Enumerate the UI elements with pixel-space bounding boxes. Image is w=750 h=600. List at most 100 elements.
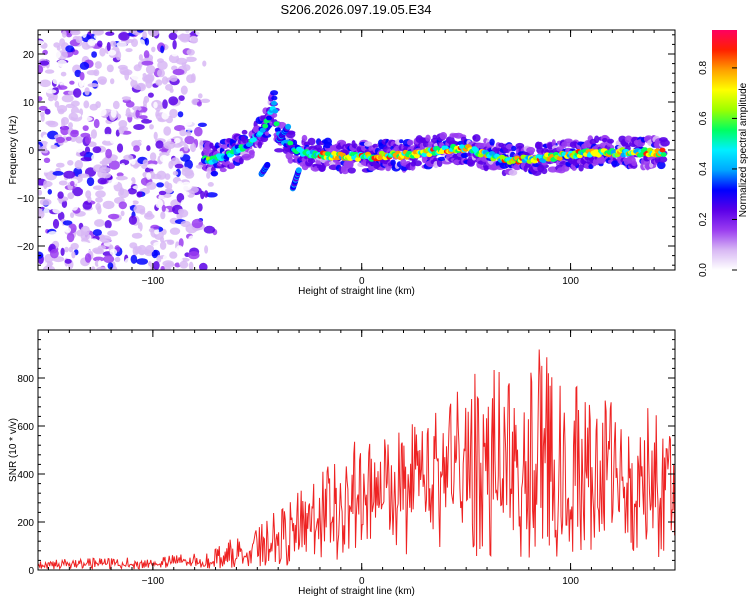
- noise-blob: [116, 175, 128, 181]
- noise-blob: [43, 207, 50, 216]
- noise-blob: [130, 71, 143, 81]
- noise-blob: [172, 170, 179, 176]
- colorbar-tick-label: 0.4: [698, 162, 709, 176]
- noise-blob: [79, 71, 85, 81]
- snr-panel: −100 0 100 0 200 400 600 800 Height of straight …: [8, 329, 676, 597]
- track-halo: [508, 169, 518, 176]
- noise-blob: [74, 143, 85, 153]
- noise-blob: [105, 31, 115, 36]
- noise-blob: [146, 172, 152, 180]
- noise-blob: [52, 218, 60, 229]
- noise-blob: [199, 139, 204, 150]
- noise-blob: [38, 209, 45, 220]
- noise-blob: [164, 212, 170, 218]
- track-halo: [436, 159, 443, 167]
- noise-blob: [173, 30, 179, 33]
- noise-blob: [180, 85, 188, 95]
- track-halo: [210, 170, 219, 177]
- plot-frame: [37, 329, 676, 571]
- noise-blob: [132, 106, 142, 112]
- y-tick-label: 0: [28, 566, 34, 577]
- track-halo: [551, 139, 556, 147]
- track-cell: [271, 100, 277, 106]
- noise-blob: [128, 215, 137, 225]
- track-halo: [292, 139, 298, 146]
- track-halo: [271, 95, 278, 101]
- noise-blob: [184, 135, 195, 145]
- noise-blob: [63, 170, 76, 179]
- noise-blob: [206, 171, 211, 179]
- noise-blob: [89, 103, 99, 111]
- noise-blob: [64, 258, 72, 264]
- noise-blob: [164, 188, 173, 193]
- noise-blob: [99, 167, 111, 173]
- noise-blob: [143, 50, 150, 59]
- track-halo: [399, 139, 404, 144]
- noise-blob: [104, 220, 112, 229]
- noise-blob: [40, 163, 52, 173]
- noise-blob: [74, 160, 84, 170]
- noise-blob: [60, 125, 70, 136]
- noise-blob: [133, 246, 142, 251]
- noise-blob: [175, 57, 188, 65]
- noise-blob: [127, 265, 132, 270]
- track-halo: [241, 129, 248, 135]
- noise-blob: [95, 197, 103, 203]
- noise-blob: [49, 144, 58, 149]
- noise-blob: [171, 51, 179, 57]
- noise-blob: [66, 232, 75, 243]
- track-halo: [541, 167, 548, 175]
- noise-blob: [97, 260, 102, 267]
- noise-blob: [88, 99, 96, 104]
- noise-blob: [109, 40, 117, 47]
- noise-blob: [159, 152, 170, 157]
- noise-blob: [133, 124, 145, 130]
- chart-title: S206.2026.097.19.05.E34: [280, 2, 431, 17]
- track-branch: [264, 161, 271, 168]
- noise-blob: [108, 160, 120, 170]
- noise-blob: [67, 192, 75, 200]
- noise-blob: [121, 165, 134, 175]
- noise-blob: [145, 245, 155, 254]
- noise-blob: [55, 68, 61, 76]
- track-cell: [266, 115, 272, 121]
- noise-blob: [163, 193, 172, 199]
- noise-blob: [84, 87, 90, 96]
- track-cell: [556, 156, 563, 161]
- noise-blob: [135, 109, 140, 119]
- noise-blob: [125, 112, 136, 118]
- noise-blob: [64, 227, 72, 233]
- noise-blob: [38, 105, 48, 111]
- noise-blob: [136, 258, 149, 265]
- noise-blob: [65, 136, 72, 141]
- noise-blob: [125, 48, 133, 53]
- noise-blob: [149, 124, 154, 130]
- noise-blob: [92, 30, 104, 36]
- noise-blob: [108, 49, 117, 56]
- noise-blob: [124, 258, 133, 265]
- noise-blob: [118, 201, 128, 210]
- noise-blob: [130, 158, 136, 165]
- noise-blob: [133, 64, 142, 72]
- track-cell: [413, 153, 420, 159]
- noise-blob: [186, 190, 195, 198]
- noise-blob: [61, 94, 74, 103]
- track-halo: [287, 157, 294, 164]
- track-cell: [273, 121, 280, 127]
- noise-blob: [70, 201, 79, 211]
- noise-blob: [70, 130, 79, 138]
- track-cell: [259, 127, 266, 133]
- noise-blob: [169, 227, 181, 235]
- track-cell: [287, 140, 294, 146]
- noise-blob: [152, 261, 160, 270]
- noise-blob: [161, 204, 166, 213]
- noise-blob: [93, 69, 100, 77]
- colorbar-tick-label: 0.0: [698, 263, 709, 277]
- noise-blob: [60, 247, 65, 256]
- noise-blob: [70, 30, 81, 36]
- noise-blob: [202, 60, 207, 67]
- noise-blob: [82, 201, 93, 210]
- noise-blob: [123, 154, 134, 161]
- noise-blob: [136, 30, 144, 33]
